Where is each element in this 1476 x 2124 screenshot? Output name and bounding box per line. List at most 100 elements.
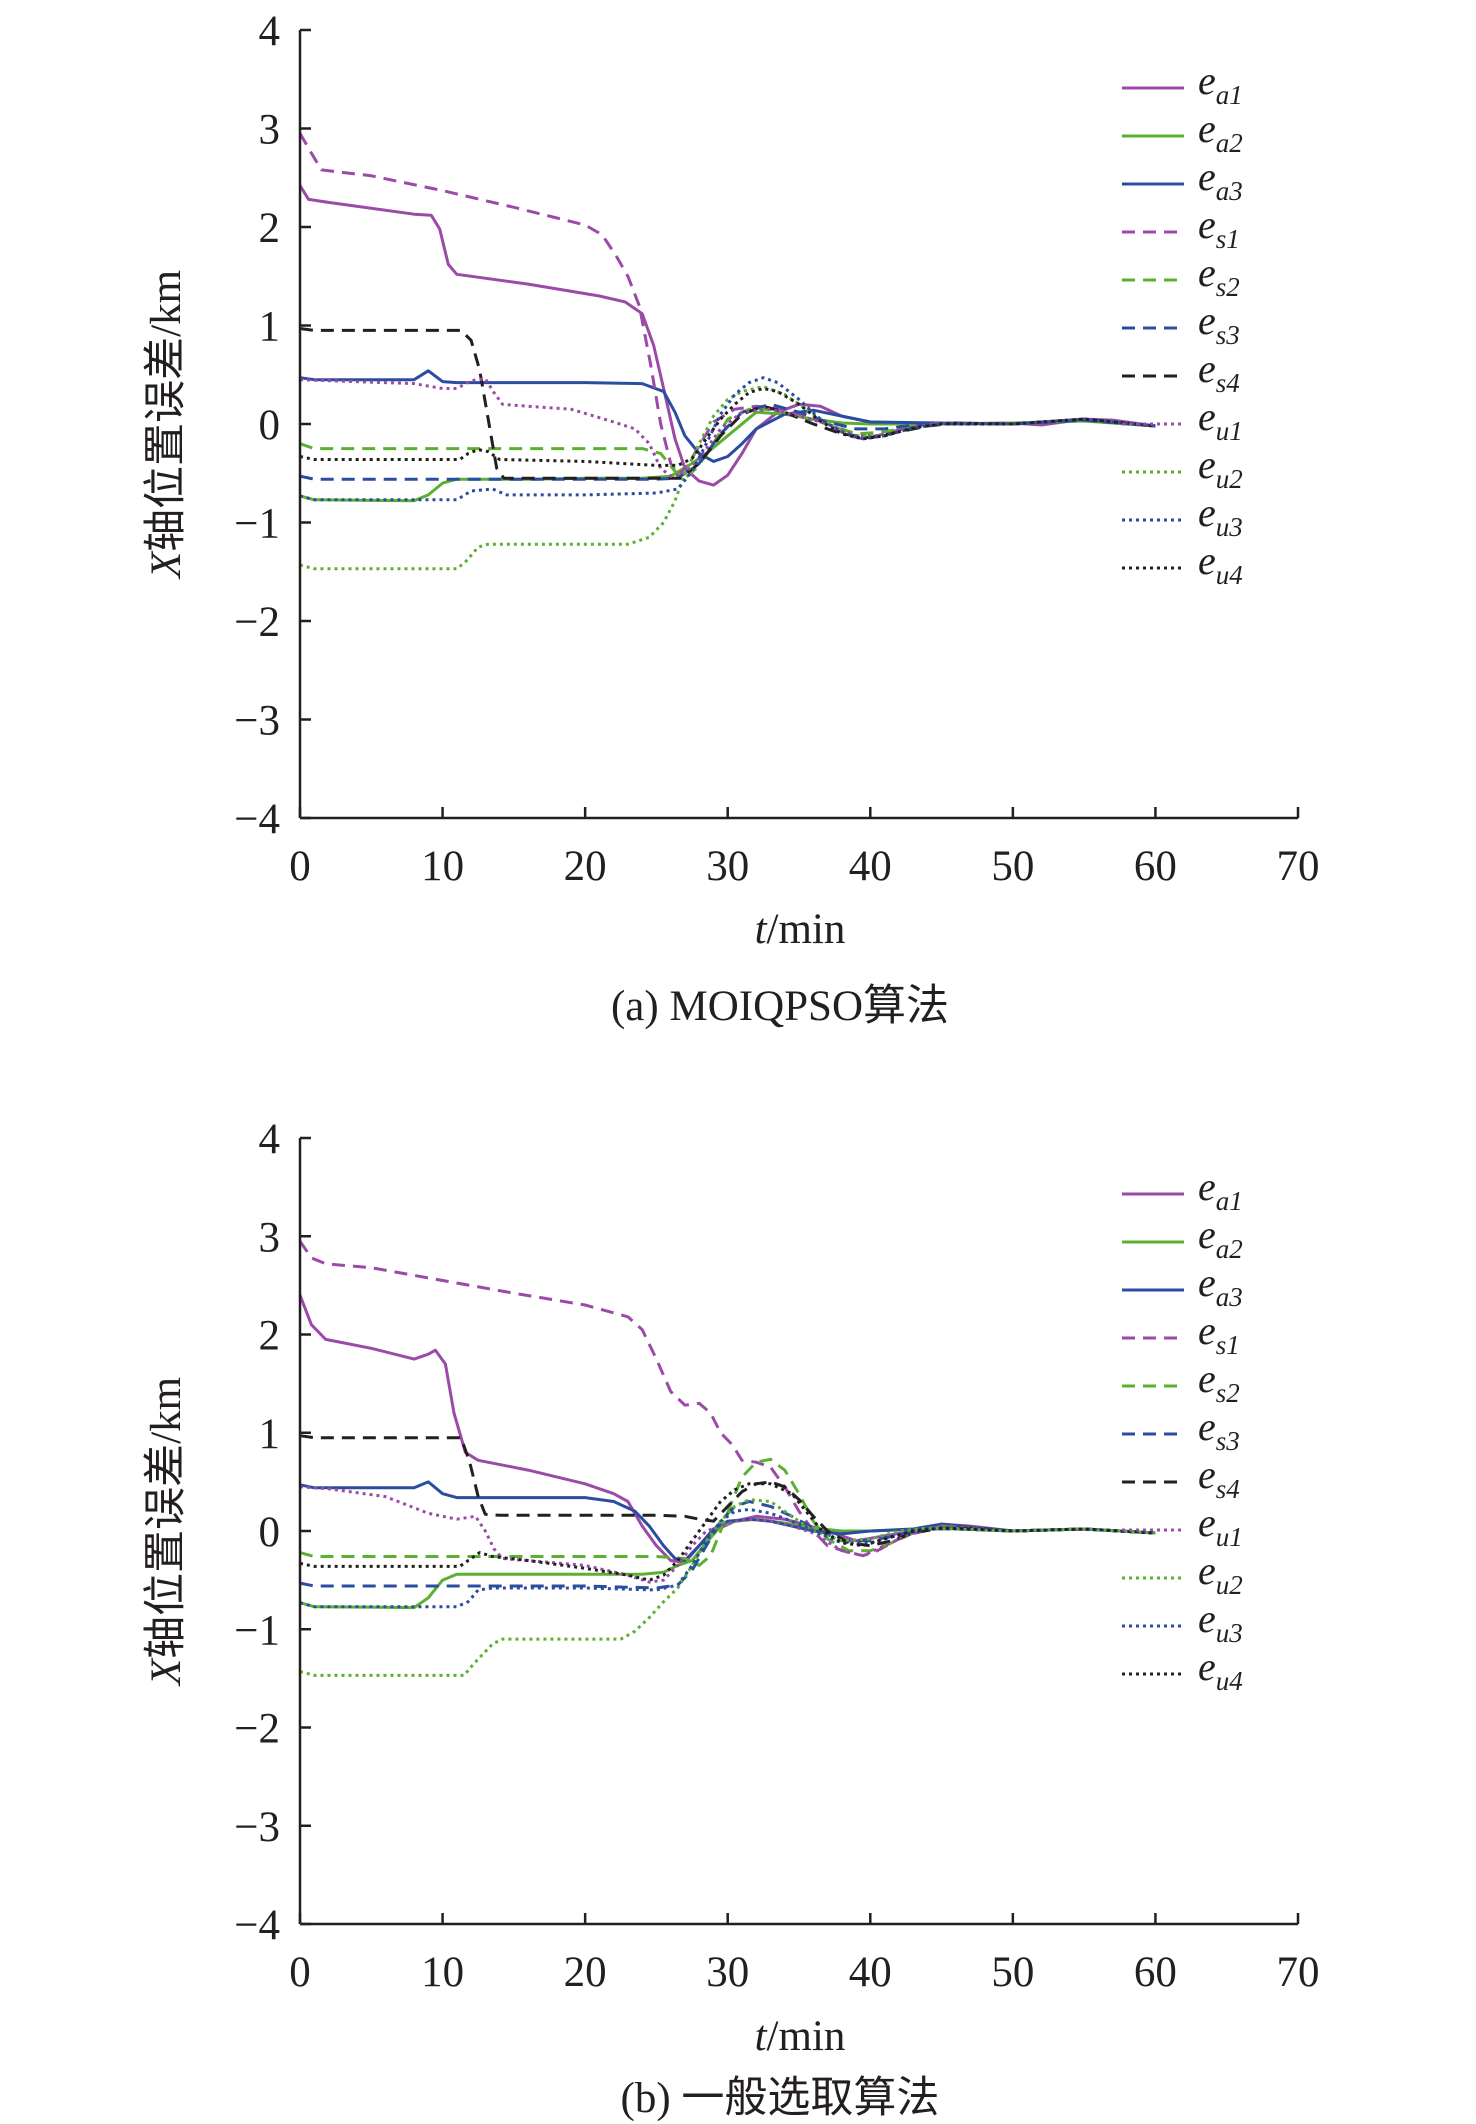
x-axis-label-var: t [755, 906, 768, 953]
y-axis-label-var: X [143, 1657, 190, 1687]
legend-label: ea3 [1198, 1260, 1243, 1312]
legend-item-a3: ea3 [1122, 1260, 1243, 1312]
legend-label: eu4 [1198, 538, 1243, 590]
legend-item-u3: eu3 [1122, 490, 1243, 542]
x-tick-label: 30 [706, 1949, 749, 1996]
legend-item-u1: eu1 [1122, 1500, 1243, 1552]
x-tick-label: 20 [564, 1949, 607, 1996]
legend-item-s4: es4 [1122, 1452, 1240, 1504]
legend-item-s2: es2 [1122, 1356, 1240, 1408]
y-tick-label: −1 [234, 1607, 280, 1654]
y-axis-label-var: X [143, 550, 190, 580]
legend-label: ea2 [1198, 106, 1243, 158]
legend-item-u2: eu2 [1122, 442, 1243, 494]
legend-item-s3: es3 [1122, 298, 1240, 350]
x-tick-label: 30 [706, 843, 749, 890]
legend-label: ea3 [1198, 154, 1243, 206]
series-line-s3 [299, 402, 1156, 481]
series-line-s4 [299, 1434, 1156, 1548]
legend-item-s1: es1 [1122, 202, 1240, 254]
legend-label: es4 [1198, 346, 1240, 398]
y-tick-label: 2 [259, 1313, 281, 1360]
y-ticks: 4 3 2 1 0 −1 −2 −3 −4 [234, 8, 311, 843]
x-axis-label: t/min [755, 2013, 846, 2060]
legend-label: ea1 [1198, 58, 1243, 110]
y-axis-label: X轴位置误差/km [142, 1377, 190, 1687]
series-line-u3 [299, 376, 1156, 502]
legend-label: eu1 [1198, 1500, 1243, 1552]
legend-item-a2: ea2 [1122, 1212, 1243, 1264]
plot-lines [298, 132, 1156, 571]
series-line-a2 [299, 1517, 1156, 1610]
series-line-u3 [299, 1507, 1156, 1609]
legend-label: es4 [1198, 1452, 1240, 1504]
legend-item-u4: eu4 [1122, 1644, 1243, 1696]
legend-item-a3: ea3 [1122, 154, 1243, 206]
y-tick-label: 2 [259, 205, 281, 252]
y-tick-label: 1 [259, 304, 281, 351]
plot-lines [298, 1240, 1156, 1677]
legend-label: eu2 [1198, 442, 1243, 494]
x-tick-label: 20 [564, 843, 607, 890]
x-tick-label: 50 [991, 1949, 1034, 1996]
legend-item-u3: eu3 [1122, 1596, 1243, 1648]
legend-label: es1 [1198, 1308, 1240, 1360]
legend-item-a1: ea1 [1122, 58, 1243, 110]
y-ticks: 4 3 2 1 0 −1 −2 −3 −4 [234, 1116, 311, 1949]
legend-label: eu4 [1198, 1644, 1243, 1696]
legend-label: es3 [1198, 298, 1240, 350]
series-line-u4 [299, 387, 1156, 467]
x-ticks: 0 10 20 30 40 50 60 70 [289, 807, 1320, 890]
legend-label: es3 [1198, 1404, 1240, 1456]
legend-item-s1: es1 [1122, 1308, 1240, 1360]
x-tick-label: 70 [1277, 843, 1320, 890]
panel-caption: (a) MOIQPSO算法 [611, 982, 949, 1030]
x-axis-label-unit: /min [767, 2013, 846, 2060]
y-tick-label: −4 [234, 796, 280, 843]
legend-item-u2: eu2 [1122, 1548, 1243, 1600]
y-tick-label: 4 [259, 1116, 281, 1163]
legend-label: eu1 [1198, 394, 1243, 446]
x-tick-label: 70 [1277, 1949, 1320, 1996]
y-tick-label: 0 [259, 1509, 281, 1556]
series-line-s3 [299, 1500, 1156, 1590]
x-tick-label: 0 [289, 843, 311, 890]
legend-label: es1 [1198, 202, 1240, 254]
y-tick-label: 1 [259, 1411, 281, 1458]
y-tick-label: 0 [259, 402, 281, 449]
legend-item-s3: es3 [1122, 1404, 1240, 1456]
x-axis-label-var: t [755, 2013, 768, 2060]
series-line-u4 [299, 1482, 1156, 1582]
y-tick-label: 3 [259, 1214, 281, 1261]
series-line-a3 [299, 1480, 1156, 1562]
legend-label: es2 [1198, 250, 1240, 302]
y-axis-label-text: 轴位置误差/km [142, 270, 190, 552]
legend-item-s2: es2 [1122, 250, 1240, 302]
x-axis-label-unit: /min [767, 906, 846, 953]
y-tick-label: 3 [259, 107, 281, 154]
x-tick-label: 60 [1134, 1949, 1177, 1996]
y-tick-label: −3 [234, 1804, 280, 1851]
legend-label: ea1 [1198, 1164, 1243, 1216]
y-tick-label: 4 [259, 8, 281, 55]
y-tick-label: −4 [234, 1902, 280, 1949]
legend-item-a1: ea1 [1122, 1164, 1243, 1216]
x-tick-label: 10 [421, 843, 464, 890]
legend-item-a2: ea2 [1122, 106, 1243, 158]
series-line-s4 [299, 327, 1156, 480]
legend-label: es2 [1198, 1356, 1240, 1408]
legend-label: eu2 [1198, 1548, 1243, 1600]
series-line-s2 [299, 1457, 1156, 1567]
x-tick-label: 40 [849, 1949, 892, 1996]
x-axis-label: t/min [755, 906, 846, 953]
legend-label: eu3 [1198, 490, 1243, 542]
series-line-a1 [298, 184, 1156, 487]
y-axis-label-text: 轴位置误差/km [142, 1377, 190, 1659]
y-axis-label: X轴位置误差/km [142, 270, 190, 580]
x-tick-label: 40 [849, 843, 892, 890]
